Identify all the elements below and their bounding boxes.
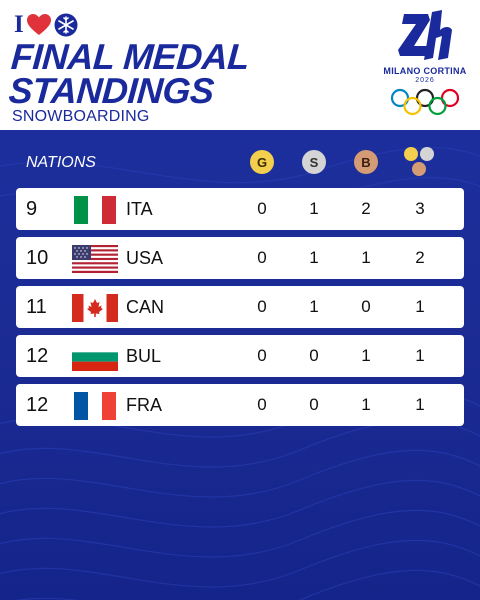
nations-header: NATIONS [26,154,96,171]
country-code: FRA [126,395,162,415]
total-count: 1 [415,297,425,316]
brand-letter: I [14,11,24,38]
brand-row: I [14,12,78,37]
table-row: 12 BUL 0 0 1 1 [16,335,464,377]
wave-background [0,147,480,600]
rank: 10 [26,247,49,269]
silver-header: S [302,150,326,174]
rank: 12 [26,345,49,367]
bronze-count: 2 [361,199,371,218]
table-row: 10 USA 0 1 1 2 [16,237,464,279]
rank: 11 [26,296,47,318]
gold-count: 0 [257,248,267,267]
total-count: 1 [415,346,425,365]
gold-count: 0 [257,346,267,365]
gold-count: 0 [257,297,267,316]
sport-subtitle: SNOWBOARDING [12,108,150,125]
total-count: 1 [415,395,425,414]
total-count: 2 [415,248,425,267]
table-row: 9 ITA 0 1 2 3 [16,188,464,230]
logo-year: 2026 [415,77,435,84]
canada-flag-icon [72,294,118,322]
table-row: 12 FRA 0 0 1 1 [16,384,464,426]
bronze-count: 1 [361,346,371,365]
country-code: USA [126,248,164,268]
medals-total-icon [404,147,434,176]
silver-count: 1 [309,248,319,267]
gold-count: 0 [257,395,267,414]
snowflake-icon [54,13,78,36]
total-count: 3 [415,199,425,218]
bronze-count: 1 [361,395,371,414]
italy-flag-icon [74,196,116,224]
bronze-count: 0 [361,297,371,316]
olympic-rings-icon [390,88,460,116]
france-flag-icon [74,392,116,420]
rank: 12 [26,394,49,416]
silver-count: 1 [309,297,319,316]
title-line-1: FINAL MEDAL [9,36,251,77]
page-title: FINAL MEDAL STANDINGS [7,36,251,111]
heart-icon [26,13,51,35]
bronze-header: B [354,150,378,174]
country-code: ITA [126,199,153,219]
milano-cortina-logo: MILANO CORTINA 2026 [378,6,472,116]
country-code: BUL [126,346,162,366]
silver-count: 1 [309,199,319,218]
title-line-2: STANDINGS [7,70,216,111]
games-emblem-icon [398,10,452,60]
table-row: 11 CAN 0 1 0 1 [16,286,464,328]
gold-header: G [250,150,274,174]
header: I FINAL MEDAL STANDINGS SNOWBOARDING MIL… [0,0,480,130]
bulgaria-flag-icon [72,343,118,371]
country-code: CAN [126,297,165,317]
silver-count: 0 [309,395,319,414]
usa-flag-icon [72,245,118,273]
silver-count: 0 [309,346,319,365]
rank: 9 [26,198,38,220]
logo-name: MILANO CORTINA [383,66,467,76]
gold-count: 0 [257,199,267,218]
bronze-count: 1 [361,248,371,267]
